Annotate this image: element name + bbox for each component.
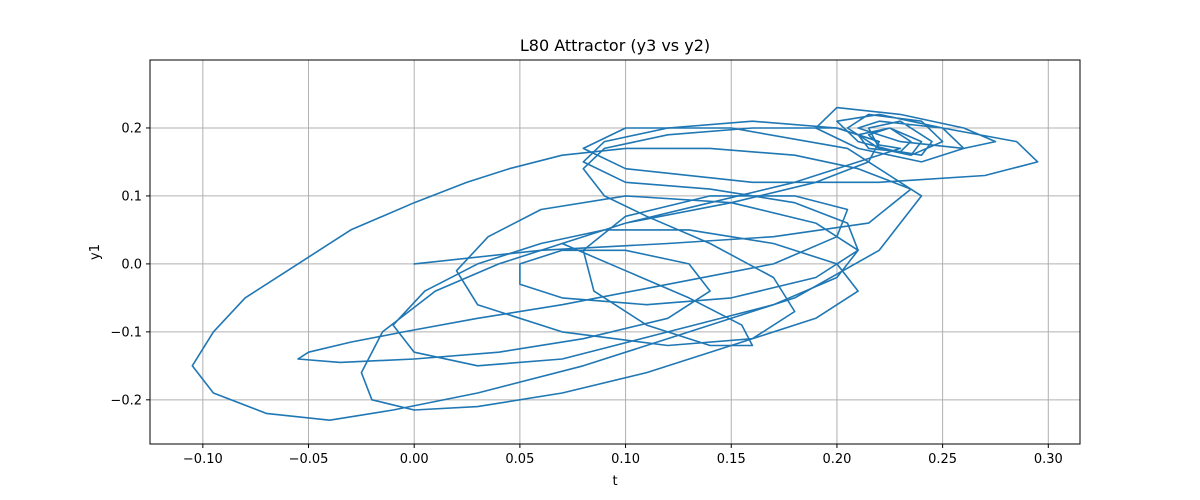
- x-tick-label: 0.15: [717, 452, 746, 467]
- series-line-2: [297, 120, 881, 364]
- x-tick-label: 0.10: [611, 452, 640, 467]
- x-axis-label: t: [612, 474, 617, 489]
- grid-lines: [150, 60, 1080, 444]
- axis-ticks: −0.10 −0.05 0.00 0.05 0.10 0.15 0.20 0.25 0.30 −0…: [110, 121, 1062, 467]
- x-tick-label: −0.10: [183, 452, 223, 467]
- x-tick-label: 0.20: [822, 452, 851, 467]
- y-tick-label: −0.1: [110, 325, 142, 340]
- x-tick-label: −0.05: [289, 452, 329, 467]
- x-tick-label: 0.05: [505, 452, 534, 467]
- y-tick-label: 0.2: [121, 121, 142, 136]
- series-layer: [191, 106, 1039, 422]
- series-line-1: [360, 127, 902, 411]
- y-tick-label: 0.1: [121, 189, 142, 204]
- x-tick-label: 0.25: [928, 452, 957, 467]
- series-line-0: [191, 106, 1039, 422]
- x-tick-label: 0.30: [1034, 452, 1063, 467]
- plot-frame: [149, 59, 1081, 445]
- chart-title: L80 Attractor (y3 vs y2): [520, 36, 710, 55]
- y-axis-label: y1: [88, 244, 103, 260]
- x-tick-label: 0.00: [400, 452, 429, 467]
- y-tick-label: 0.0: [121, 257, 142, 272]
- y-tick-label: −0.2: [110, 393, 142, 408]
